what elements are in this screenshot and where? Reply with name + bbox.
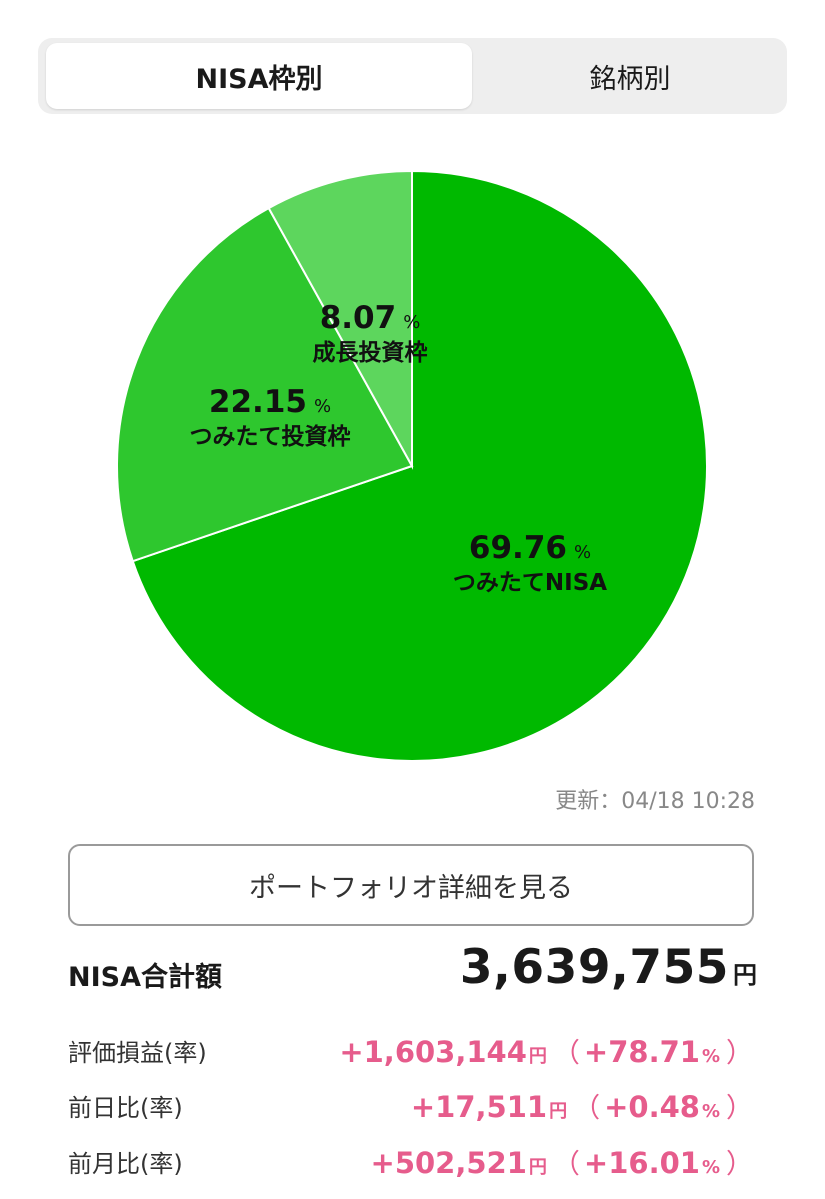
row-label: 前月比(率)	[68, 1149, 183, 1178]
slice-name-label: 成長投資枠	[313, 339, 428, 366]
row-amount: +1,603,144	[339, 1034, 527, 1069]
row-value: +502,521 円 （ +16.01 % ）	[371, 1142, 757, 1181]
total-value: 3,639,755 円	[460, 940, 757, 995]
row-unit: 円	[528, 1156, 547, 1178]
updated-timestamp: 更新：04/18 10:28	[555, 789, 755, 814]
row-amount: +502,521	[370, 1145, 527, 1180]
row-rate-unit: %	[701, 1045, 720, 1067]
row-unit: 円	[549, 1100, 568, 1122]
portfolio-detail-button[interactable]: ポートフォリオ詳細を見る	[68, 844, 754, 926]
row-day-change: 前日比(率) +17,511 円 （ +0.48 % ）	[68, 1085, 757, 1125]
row-rate: +78.71	[583, 1034, 700, 1069]
row-amount: +17,511	[410, 1089, 548, 1124]
paren-close: ）	[726, 1148, 753, 1180]
tab-by-stock[interactable]: 銘柄別	[589, 63, 671, 95]
slice-percent-label: 22.15%	[209, 384, 331, 420]
row-rate-unit: %	[701, 1100, 720, 1122]
row-rate: +0.48	[604, 1089, 700, 1124]
row-month-change: 前月比(率) +502,521 円 （ +16.01 % ）	[68, 1141, 757, 1181]
tab-switcher: NISA枠別 銘柄別	[38, 38, 787, 114]
tab-nisa-frame[interactable]: NISA枠別	[46, 43, 472, 109]
slice-tsumitate-nisa	[131, 169, 708, 762]
slice-tsumitate-frame	[116, 206, 414, 563]
total-amount: 3,639,755	[459, 940, 729, 995]
row-value: +1,603,144 円 （ +78.71 % ）	[339, 1031, 757, 1070]
slice-name-label: つみたて投資枠	[190, 423, 351, 450]
row-rate: +16.01	[583, 1145, 700, 1180]
row-value: +17,511 円 （ +0.48 % ）	[411, 1086, 757, 1125]
row-label: 前日比(率)	[68, 1093, 183, 1122]
paren-open: （	[552, 1148, 580, 1180]
pie-chart: 69.76 % つみたてNISA 22.15 % つみたて投資枠 8.07 % 成長投資枠	[116, 169, 708, 762]
total-unit: 円	[733, 961, 757, 989]
paren-close: ）	[726, 1037, 753, 1069]
slice-name-label: つみたてNISA	[453, 570, 607, 596]
paren-open: （	[552, 1037, 580, 1069]
slice-growth-frame	[267, 169, 413, 470]
row-unrealized-gain: 評価損益(率) +1,603,144 円 （ +78.71 % ）	[68, 1030, 757, 1070]
slice-percent-label: 69.76%	[469, 530, 591, 566]
row-label: 評価損益(率)	[68, 1038, 207, 1067]
slice-percent-label: 8.07%	[320, 300, 421, 336]
total-label: NISA合計額	[68, 962, 222, 993]
paren-close: ）	[726, 1092, 753, 1124]
paren-open: （	[573, 1092, 601, 1124]
row-unit: 円	[528, 1045, 547, 1067]
row-rate-unit: %	[701, 1156, 720, 1178]
